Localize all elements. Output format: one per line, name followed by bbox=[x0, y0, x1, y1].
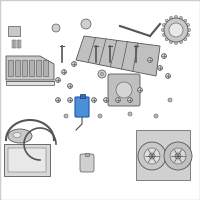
Circle shape bbox=[116, 82, 132, 98]
Circle shape bbox=[169, 16, 173, 20]
FancyBboxPatch shape bbox=[80, 154, 94, 172]
Circle shape bbox=[162, 54, 166, 58]
Circle shape bbox=[179, 40, 183, 44]
Circle shape bbox=[68, 98, 72, 102]
Circle shape bbox=[148, 58, 152, 62]
Circle shape bbox=[92, 98, 96, 102]
Circle shape bbox=[81, 19, 91, 29]
Circle shape bbox=[100, 72, 104, 76]
Circle shape bbox=[170, 148, 186, 164]
Circle shape bbox=[62, 70, 66, 74]
Polygon shape bbox=[4, 144, 50, 176]
Circle shape bbox=[162, 23, 166, 27]
Bar bbox=[80, 94, 85, 98]
Circle shape bbox=[68, 84, 72, 88]
Bar bbox=[12, 40, 14, 48]
Circle shape bbox=[186, 23, 190, 27]
Bar bbox=[19, 40, 21, 48]
Circle shape bbox=[179, 16, 183, 20]
Polygon shape bbox=[76, 36, 160, 76]
Circle shape bbox=[186, 33, 190, 37]
Circle shape bbox=[165, 38, 168, 41]
Circle shape bbox=[56, 98, 60, 102]
Circle shape bbox=[187, 28, 191, 32]
Polygon shape bbox=[8, 148, 46, 172]
Circle shape bbox=[169, 23, 183, 37]
Circle shape bbox=[104, 98, 108, 102]
FancyBboxPatch shape bbox=[75, 97, 89, 117]
Bar bbox=[22, 60, 27, 76]
Circle shape bbox=[158, 66, 162, 70]
Bar bbox=[15, 60, 20, 76]
Bar bbox=[36, 60, 41, 76]
Circle shape bbox=[165, 19, 168, 22]
Bar bbox=[43, 60, 48, 76]
Circle shape bbox=[184, 38, 187, 41]
Circle shape bbox=[98, 114, 102, 118]
Circle shape bbox=[184, 19, 187, 22]
Polygon shape bbox=[136, 130, 190, 180]
Bar bbox=[17, 40, 19, 48]
Ellipse shape bbox=[8, 129, 32, 143]
Circle shape bbox=[116, 98, 120, 102]
Circle shape bbox=[128, 98, 132, 102]
Circle shape bbox=[138, 142, 166, 170]
Circle shape bbox=[154, 114, 158, 118]
Circle shape bbox=[162, 33, 166, 37]
Circle shape bbox=[169, 40, 173, 44]
Circle shape bbox=[64, 114, 68, 118]
Circle shape bbox=[174, 15, 178, 19]
FancyBboxPatch shape bbox=[108, 74, 140, 106]
Circle shape bbox=[161, 28, 165, 32]
Circle shape bbox=[98, 70, 106, 78]
Circle shape bbox=[164, 142, 192, 170]
Circle shape bbox=[72, 62, 76, 66]
Bar bbox=[8, 26, 20, 36]
Circle shape bbox=[149, 153, 155, 159]
Bar bbox=[8, 60, 13, 76]
Circle shape bbox=[174, 41, 178, 45]
Circle shape bbox=[128, 112, 132, 116]
Bar bbox=[6, 81, 54, 85]
Circle shape bbox=[80, 98, 84, 102]
Circle shape bbox=[168, 98, 172, 102]
Ellipse shape bbox=[13, 132, 21, 138]
Polygon shape bbox=[6, 56, 54, 80]
Circle shape bbox=[175, 153, 181, 159]
Circle shape bbox=[52, 24, 60, 32]
Circle shape bbox=[56, 78, 60, 82]
Bar bbox=[14, 40, 16, 48]
Bar bbox=[29, 60, 34, 76]
Circle shape bbox=[164, 18, 188, 42]
Bar bbox=[85, 153, 89, 156]
Circle shape bbox=[166, 74, 170, 78]
Circle shape bbox=[144, 148, 160, 164]
Circle shape bbox=[138, 88, 142, 92]
